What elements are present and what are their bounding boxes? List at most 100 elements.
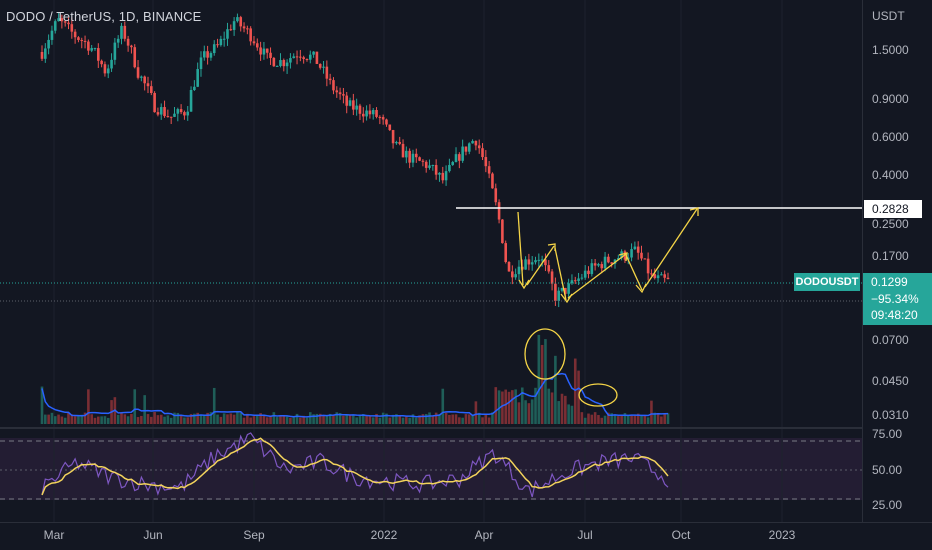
level-price-label[interactable]: 0.2828 [863,199,923,219]
candle-body [633,246,637,250]
rsi-line [41,432,669,498]
annotation-arrow-2[interactable] [526,245,555,286]
candle-body [352,100,355,110]
volume-bar [40,386,44,424]
annotation-arrow-5[interactable] [625,254,643,291]
volume-bar [57,414,60,424]
volume-bar [332,414,335,424]
volume-bar [150,416,153,424]
annotations[interactable] [517,207,699,407]
candle-body [491,173,494,189]
price-axis[interactable]: USDT 1.5000 0.9000 0.6000 0.4000 0.2500 … [863,0,932,522]
volume-bar [365,415,368,424]
volume-bar [159,414,163,424]
volume-bar [517,402,521,424]
volume-bar [570,405,574,424]
volume-bar [491,412,494,424]
candle-body [474,141,478,146]
volume-bar [130,413,133,424]
symbol-tag: DODOUSDT [794,273,860,291]
volume-bar [186,417,190,424]
candle-body [130,45,133,48]
volume-bar [557,401,560,424]
volume-bar [289,417,292,424]
volume-bars [40,334,670,424]
candle-body [315,51,319,64]
time-axis[interactable]: Mar Jun Sep 2022 Apr Jul Oct 2023 [0,523,862,550]
candle-body [189,89,193,112]
annotation-arrow-6[interactable] [644,208,698,288]
volume-bar [368,415,372,424]
annotation-arrow-1[interactable] [517,211,524,286]
volume-bar [534,387,537,424]
volume-bar [434,412,438,424]
volume-bar [116,414,120,424]
time-tick: Mar [43,528,65,542]
candle-body [497,202,501,220]
annotation-circle-volume-2[interactable] [578,383,618,407]
candle-body [646,258,650,274]
rsi-moving-average [41,437,669,496]
volume-bar [123,414,127,424]
volume-bar [441,388,445,424]
candle-body [461,146,464,161]
candle-body [507,262,511,272]
price-tick: 0.0450 [872,374,909,388]
candle-body [100,60,103,65]
volume-bar [282,415,286,424]
annotation-arrow-3[interactable] [554,247,567,301]
volume-bar [338,413,342,424]
candle-body [209,53,213,58]
candle-body [467,143,471,152]
candle-body [183,112,186,116]
candle-body [255,43,259,48]
volume-bar [163,416,166,424]
volume-bar [474,401,478,424]
volume-bar [375,413,378,424]
volume-bar [90,414,93,424]
rsi-tick: 50.00 [872,463,903,477]
volume-bar [140,415,143,424]
volume-bar [524,400,527,424]
candle-body [80,39,84,41]
volume-bar [328,413,332,424]
candle-body [554,283,557,301]
volume-bar [597,415,600,424]
candle-body [607,256,610,263]
volume-bar [361,413,365,424]
candle-body [501,219,504,244]
bar-countdown: 09:48:20 [871,308,918,322]
annotation-circle-volume-1[interactable] [524,328,566,380]
annotation-arrow-4[interactable] [567,253,627,299]
volume-bar [348,415,352,424]
volume-bar [650,400,653,424]
volume-bar [395,414,398,424]
candle-body [603,256,607,269]
volume-bar [428,412,431,424]
volume-bar [653,412,657,424]
candle-body [308,54,312,60]
candle-body [67,22,70,25]
candle-body [471,141,474,144]
volume-bar [408,417,411,424]
pane-divider[interactable] [0,427,862,429]
volume-bar [229,413,233,424]
chart-title[interactable]: DODO / TetherUS, 1D, BINANCE [6,9,202,24]
candle-body [179,109,183,113]
volume-bar [216,414,219,424]
candle-body [199,57,203,70]
volume-bar [567,404,570,424]
volume-bar [173,412,176,424]
volume-bar [249,417,252,424]
volume-bar [212,387,216,424]
candle-body [282,60,286,67]
candle-body [338,92,342,95]
volume-bar [232,414,236,424]
volume-bar [424,414,428,424]
last-price-tag: 0.1299 −95.34% 09:48:20 [863,273,932,325]
candle-body [567,283,570,294]
volume-bar [345,414,349,424]
candle-body [454,154,458,163]
volume-bar [60,416,64,424]
